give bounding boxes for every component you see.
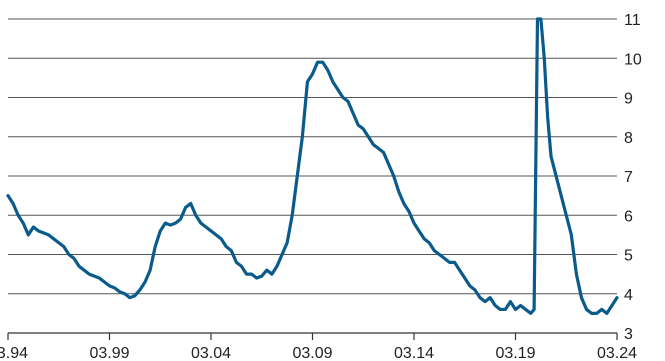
x-tick-label-3: 03.09 [292, 345, 332, 361]
y-tick-label-9: 9 [624, 91, 633, 108]
y-tick-label-5: 5 [624, 248, 633, 265]
x-axis [7, 332, 618, 340]
series-group [6, 17, 619, 315]
y-axis-tick-labels: 3 4 5 6 7 8 9 10 11 [624, 12, 642, 343]
y-tick-label-10: 10 [624, 51, 642, 68]
x-tick-label-6: 03.24 [597, 345, 637, 361]
x-tick-label-4: 03.14 [394, 345, 434, 361]
y-tick-label-4: 4 [624, 287, 633, 304]
y-tick-label-6: 6 [624, 208, 633, 225]
series-line-0 [6, 17, 619, 315]
gridlines [8, 18, 617, 295]
x-axis-tick-labels: 03.94 03.99 03.04 03.09 03.14 03.19 03.24 [0, 345, 637, 361]
x-tick-label-0: 03.94 [0, 345, 28, 361]
y-tick-label-8: 8 [624, 130, 633, 147]
y-tick-label-7: 7 [624, 169, 633, 186]
x-tick-label-2: 03.04 [191, 345, 231, 361]
x-tick-label-5: 03.19 [495, 345, 535, 361]
x-tick-label-1: 03.99 [89, 345, 129, 361]
y-tick-label-3: 3 [624, 326, 633, 343]
y-tick-label-11: 11 [624, 12, 641, 29]
